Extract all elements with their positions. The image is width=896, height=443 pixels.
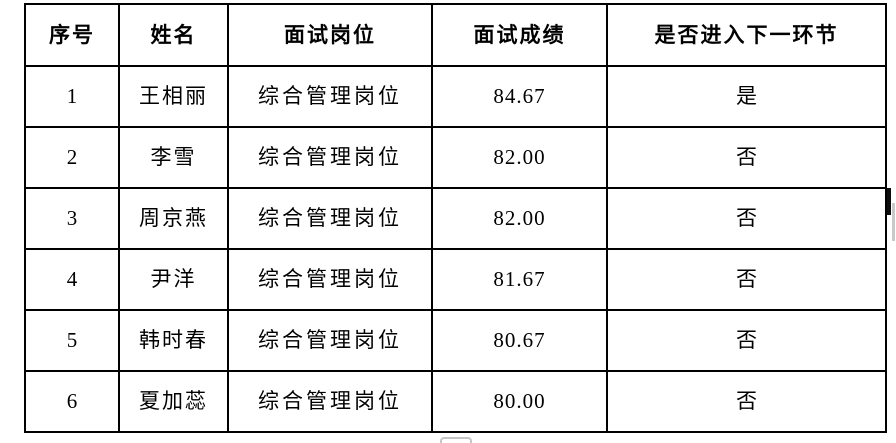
- cell-position: 综合管理岗位: [227, 370, 433, 433]
- cell-score: 82.00: [431, 187, 608, 250]
- cell-advance: 否: [606, 126, 887, 189]
- cell-serial: 1: [24, 65, 120, 128]
- header-cell-advance: 是否进入下一环节: [606, 3, 887, 67]
- cell-advance: 是: [606, 65, 887, 128]
- floating-button-partial[interactable]: [440, 437, 472, 443]
- cell-position: 综合管理岗位: [227, 126, 433, 189]
- cell-position: 综合管理岗位: [227, 248, 433, 311]
- cell-position: 综合管理岗位: [227, 309, 433, 372]
- cell-score: 82.00: [431, 126, 608, 189]
- table-row: 4 尹洋 综合管理岗位 81.67 否: [24, 248, 887, 311]
- cell-name: 周京燕: [118, 187, 229, 250]
- cell-score: 80.67: [431, 309, 608, 372]
- header-cell-serial: 序号: [24, 3, 120, 67]
- header-cell-position: 面试岗位: [227, 3, 433, 67]
- table-header-row: 序号 姓名 面试岗位 面试成绩 是否进入下一环节: [24, 3, 887, 67]
- cell-name: 李雪: [118, 126, 229, 189]
- scrollbar-thumb[interactable]: [887, 188, 891, 215]
- cell-name: 王相丽: [118, 65, 229, 128]
- table-row: 2 李雪 综合管理岗位 82.00 否: [24, 126, 887, 189]
- cell-name: 尹洋: [118, 248, 229, 311]
- interview-results-table: 序号 姓名 面试岗位 面试成绩 是否进入下一环节 1 王相丽 综合管理岗位 84…: [24, 3, 887, 433]
- table-row: 1 王相丽 综合管理岗位 84.67 是: [24, 65, 887, 128]
- cell-serial: 2: [24, 126, 120, 189]
- header-cell-score: 面试成绩: [431, 3, 608, 67]
- table-row: 5 韩时春 综合管理岗位 80.67 否: [24, 309, 887, 372]
- cell-advance: 否: [606, 187, 887, 250]
- table-row: 3 周京燕 综合管理岗位 82.00 否: [24, 187, 887, 250]
- cell-name: 韩时春: [118, 309, 229, 372]
- cell-serial: 3: [24, 187, 120, 250]
- cell-name: 夏加蕊: [118, 370, 229, 433]
- cell-score: 84.67: [431, 65, 608, 128]
- cell-advance: 否: [606, 248, 887, 311]
- cell-advance: 否: [606, 309, 887, 372]
- cell-position: 综合管理岗位: [227, 65, 433, 128]
- header-cell-name: 姓名: [118, 3, 229, 67]
- cell-serial: 4: [24, 248, 120, 311]
- table-row: 6 夏加蕊 综合管理岗位 80.00 否: [24, 370, 887, 433]
- cell-position: 综合管理岗位: [227, 187, 433, 250]
- cell-serial: 5: [24, 309, 120, 372]
- cell-serial: 6: [24, 370, 120, 433]
- cell-score: 81.67: [431, 248, 608, 311]
- cell-advance: 否: [606, 370, 887, 433]
- cell-score: 80.00: [431, 370, 608, 433]
- scrollbar-track-highlight: [892, 203, 895, 241]
